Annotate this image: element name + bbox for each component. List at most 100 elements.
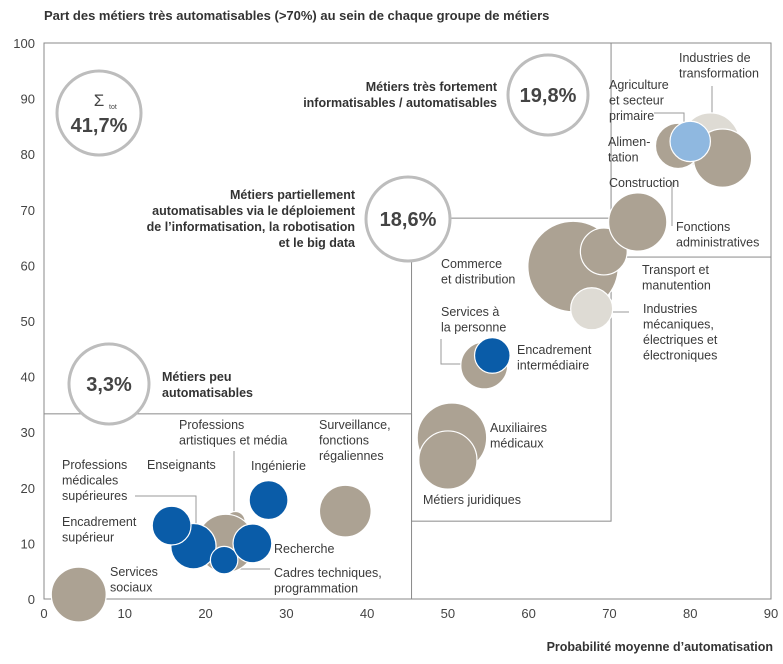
zone-2: [610, 42, 772, 258]
bubble-cadres-techniques-programmation: [209, 545, 239, 575]
annotation-low-line-1: Métiers peu: [162, 370, 231, 384]
annotation-ring-low: [67, 342, 151, 426]
bubble-label-4-0: Professions: [62, 458, 127, 472]
bubble-metiers-juridiques: [418, 430, 478, 490]
annotation-partial-line-2: automatisables via le déploiement: [152, 204, 356, 218]
bubble-label-17-0: Industries de: [679, 51, 751, 65]
leader-line-0: [135, 495, 197, 528]
zone-1: [411, 217, 612, 522]
y-tick-50: 50: [21, 314, 35, 329]
x-tick-50: 50: [441, 606, 455, 621]
bubble-recherche: [232, 523, 273, 564]
bubble-label-9-0: Commerce: [441, 257, 502, 271]
annotation-partial-line-4: et le big data: [279, 236, 356, 250]
bubble-label-12-0: Services à: [441, 305, 499, 319]
bubble-encadrement-intermediaire: [473, 337, 511, 374]
bubble-label-17-1: transformation: [679, 67, 759, 81]
y-tick-80: 80: [21, 147, 35, 162]
annotation-total-value: 41,7%: [71, 115, 128, 137]
bubble-label-8-0: Ingénierie: [251, 459, 306, 473]
bubble-label-10-0: Transport et: [642, 263, 709, 277]
y-tick-40: 40: [21, 370, 35, 385]
bubble-label-9-1: et distribution: [441, 273, 515, 287]
x-tick-20: 20: [198, 606, 212, 621]
bubble-label-19-0: Fonctions: [676, 220, 730, 234]
annotation-partial-line-1: Métiers partiellement: [230, 188, 356, 202]
y-tick-30: 30: [21, 425, 35, 440]
bubble-label-3-0: Surveillance,: [319, 418, 391, 432]
bubble-label-13-0: Encadrement: [517, 343, 592, 357]
y-tick-100: 100: [13, 36, 35, 51]
annotation-ring-high: [506, 53, 590, 137]
bubble-label-1-0: Professions: [179, 418, 244, 432]
y-tick-20: 20: [21, 481, 35, 496]
bubble-label-12-1: la personne: [441, 321, 506, 335]
bubble-label-11-1: mécaniques,: [643, 318, 714, 332]
y-tick-10: 10: [21, 536, 35, 551]
bubble-label-11-0: Industries: [643, 302, 697, 316]
bubble-label-20-1: et secteur: [609, 94, 664, 108]
bubble-label-14-0: Auxiliaires: [490, 421, 547, 435]
bubble-agriculture-et-secteur-primaire: [669, 120, 712, 163]
bubble-industries-mecaniques-electriques-et-electroniques: [570, 287, 614, 331]
annotation-high-value: 19,8%: [520, 85, 577, 107]
bubble-label-5-1: supérieur: [62, 531, 114, 545]
bubble-ingenierie: [248, 480, 289, 521]
bubble-encadrement-superieur: [151, 505, 192, 546]
annotation-low: 3,3% Métiers peu automatisables: [67, 342, 253, 426]
bubble-label-13-1: intermédiaire: [517, 359, 589, 373]
y-tick-90: 90: [21, 92, 35, 107]
bubble-label-6-0: Cadres techniques,: [274, 566, 382, 580]
bubble-label-16-0: Construction: [609, 176, 679, 190]
y-tick-0: 0: [28, 592, 35, 607]
bubble-construction: [608, 192, 668, 252]
bubble-labels: Services sociaux Professions artistiques et…: [62, 51, 759, 596]
bubble-label-20-0: Agriculture: [609, 78, 669, 92]
bubble-label-11-3: électroniques: [643, 349, 717, 363]
bubble-label-14-1: médicaux: [490, 437, 544, 451]
y-tick-60: 60: [21, 258, 35, 273]
bubble-surveillance-fonctions-regaliennes: [318, 484, 372, 538]
bubble-label-7-0: Recherche: [274, 542, 334, 556]
x-tick-0: 0: [40, 606, 47, 621]
annotation-partial-line-3: de l’informatisation, la robotisation: [147, 220, 355, 234]
bubble-label-18-1: tation: [608, 151, 639, 165]
bubble-label-3-2: régaliennes: [319, 449, 384, 463]
x-tick-70: 70: [602, 606, 616, 621]
x-tick-40: 40: [360, 606, 374, 621]
leader-line-4: [440, 339, 465, 365]
bubble-label-11-2: électriques et: [643, 333, 718, 347]
zones: [43, 42, 772, 600]
bubble-label-0-1: sociaux: [110, 581, 153, 595]
x-axis-title: Probabilité moyenne d’automatisation: [547, 640, 773, 654]
annotation-partial: 18,6% Métiers partiellement automatisabl…: [147, 175, 452, 263]
annotation-partial-value: 18,6%: [380, 209, 437, 231]
sigma-symbol: Σ: [94, 91, 105, 110]
bubble-label-4-2: supérieures: [62, 489, 127, 503]
x-tick-10: 10: [118, 606, 132, 621]
annotation-high-line-2: informatisables / automatisables: [303, 96, 497, 110]
bubble-label-19-1: administratives: [676, 236, 759, 250]
annotation-ring-total: [55, 69, 143, 157]
x-tick-30: 30: [279, 606, 293, 621]
axis-ticks: 0 10 20 30 40 50 60 70 80 90 0 10 20 30 40 50 60 70 80 90 10…: [13, 36, 778, 621]
x-tick-90: 90: [764, 606, 778, 621]
bubble-label-15-0: Métiers juridiques: [423, 493, 521, 507]
bubble-label-4-1: médicales: [62, 474, 118, 488]
annotation-total: Σ tot 41,7%: [55, 69, 143, 157]
annotation-low-line-2: automatisables: [162, 386, 253, 400]
x-tick-80: 80: [683, 606, 697, 621]
bubble-label-5-0: Encadrement: [62, 515, 137, 529]
x-tick-60: 60: [521, 606, 535, 621]
bubble-label-18-0: Alimen-: [608, 135, 650, 149]
sigma-subscript: tot: [109, 104, 117, 111]
bubble-label-3-1: fonctions: [319, 434, 369, 448]
bubble-label-0-0: Services: [110, 565, 158, 579]
bubble-services-sociaux: [50, 566, 107, 623]
y-tick-70: 70: [21, 203, 35, 218]
bubble-label-10-1: manutention: [642, 279, 711, 293]
annotation-high-line-1: Métiers très fortement: [366, 80, 498, 94]
annotation-low-value: 3,3%: [86, 374, 132, 396]
bubble-label-2-0: Enseignants: [147, 458, 216, 472]
